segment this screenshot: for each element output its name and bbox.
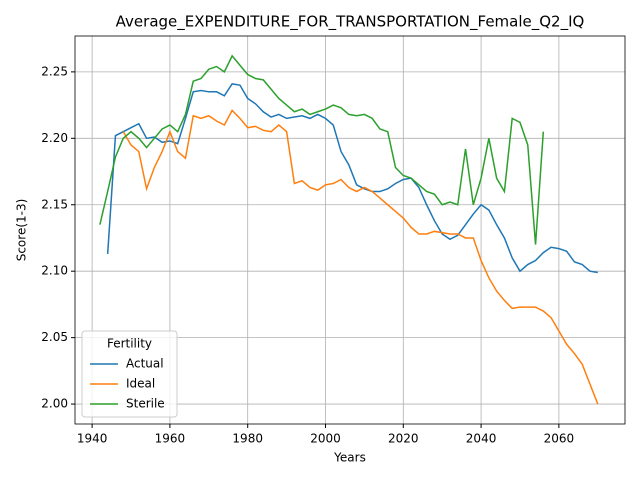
y-tick-label: 2.00: [41, 397, 68, 411]
x-tick-label: 2040: [466, 432, 497, 446]
legend-title: Fertility: [107, 337, 152, 351]
x-axis-label: Years: [333, 451, 366, 465]
x-tick-label: 2000: [310, 432, 341, 446]
y-tick-label: 2.25: [41, 64, 68, 78]
chart-title: Average_EXPENDITURE_FOR_TRANSPORTATION_F…: [116, 13, 585, 32]
x-tick-label: 2060: [544, 432, 575, 446]
legend-box: [81, 330, 178, 418]
y-tick-label: 2.05: [41, 330, 68, 344]
x-tick-label: 1980: [232, 432, 263, 446]
series-line: [122, 109, 599, 405]
y-tick-label: 2.10: [41, 264, 68, 278]
y-tick-label: 2.20: [41, 131, 68, 145]
legend-label: Sterile: [126, 397, 165, 411]
x-tick-label: 2020: [388, 432, 419, 446]
series-line: [106, 83, 598, 274]
x-tick-label: 1960: [155, 432, 186, 446]
plot-frame: [74, 35, 626, 425]
legend-label: Ideal: [126, 377, 155, 391]
y-tick-label: 2.15: [41, 197, 68, 211]
y-axis-label: Score(1-3): [15, 199, 29, 262]
series-line: [99, 54, 545, 245]
legend-label: Actual: [126, 357, 164, 371]
x-tick-label: 1940: [77, 432, 108, 446]
